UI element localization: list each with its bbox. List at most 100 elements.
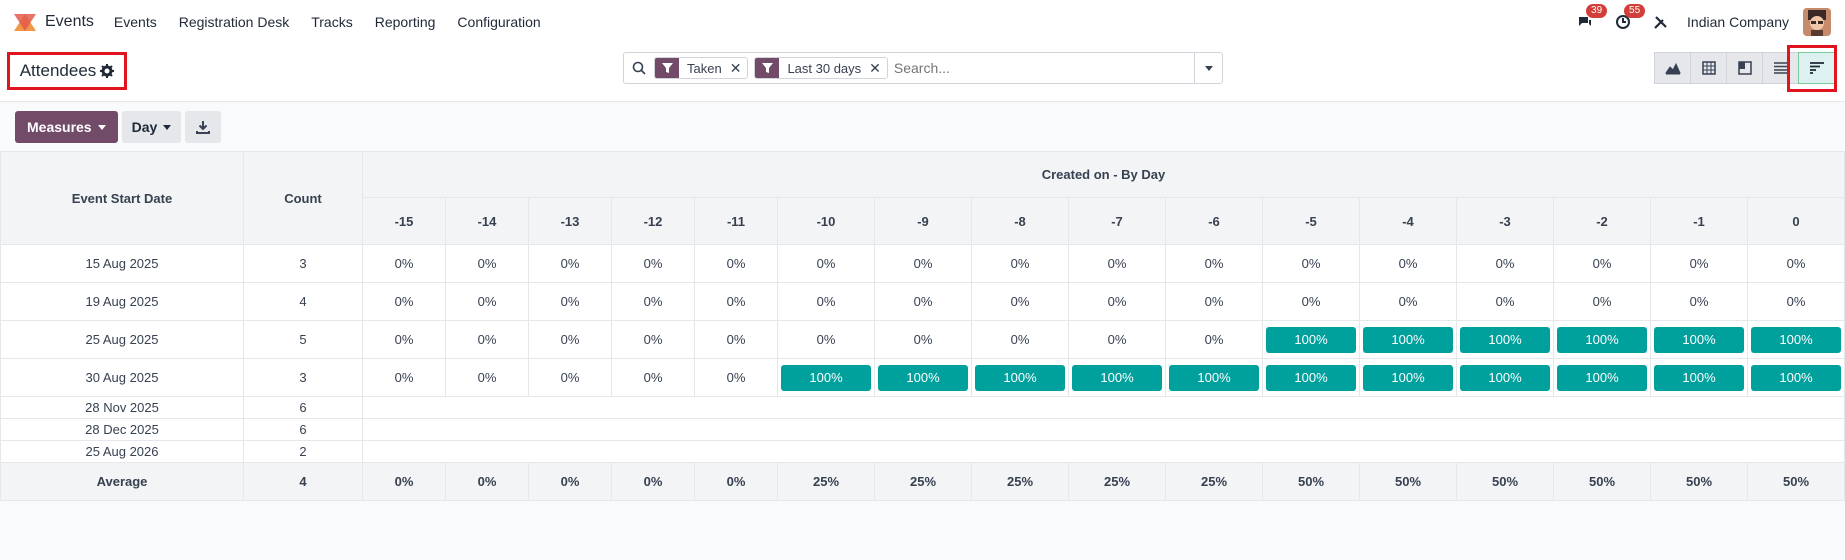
cohort-view-button[interactable] bbox=[1798, 52, 1835, 84]
cohort-table: Event Start Date Count Created on - By D… bbox=[0, 151, 1845, 501]
row-count: 6 bbox=[243, 418, 363, 441]
menu-tracks[interactable]: Tracks bbox=[311, 13, 353, 30]
cohort-cell[interactable]: 0% bbox=[971, 282, 1069, 321]
cohort-cell[interactable]: 100% bbox=[1359, 320, 1457, 359]
facet-last-30-days[interactable]: Last 30 days ✕ bbox=[754, 57, 888, 79]
cohort-cell[interactable]: 0% bbox=[1650, 282, 1748, 321]
kanban-view-button[interactable] bbox=[1726, 52, 1763, 84]
measures-button[interactable]: Measures bbox=[15, 111, 118, 143]
cohort-cell[interactable]: 0% bbox=[362, 244, 446, 283]
cohort-cell[interactable]: 0% bbox=[777, 244, 875, 283]
cohort-cell[interactable]: 0% bbox=[694, 320, 778, 359]
debug-tools-button[interactable] bbox=[1649, 10, 1673, 34]
cohort-cell-value: 100% bbox=[1072, 364, 1162, 391]
cohort-cell[interactable]: 0% bbox=[1747, 282, 1845, 321]
cohort-cell[interactable]: 0% bbox=[777, 320, 875, 359]
cohort-cell[interactable]: 0% bbox=[611, 282, 695, 321]
cohort-cell-value: 100% bbox=[1654, 364, 1744, 391]
cohort-cell[interactable]: 0% bbox=[1456, 282, 1554, 321]
facet-taken[interactable]: Taken ✕ bbox=[654, 57, 749, 79]
cohort-cell[interactable]: 0% bbox=[1747, 244, 1845, 283]
cohort-cell[interactable]: 0% bbox=[611, 358, 695, 397]
cohort-cell[interactable]: 0% bbox=[1650, 244, 1748, 283]
activities-button[interactable]: 55 bbox=[1611, 3, 1646, 34]
cohort-cell[interactable]: 0% bbox=[694, 244, 778, 283]
download-button[interactable] bbox=[185, 111, 222, 143]
cohort-cell[interactable]: 100% bbox=[777, 358, 875, 397]
cohort-cell[interactable]: 100% bbox=[971, 358, 1069, 397]
cohort-cell[interactable]: 0% bbox=[362, 282, 446, 321]
menu-configuration[interactable]: Configuration bbox=[457, 13, 541, 30]
cohort-cell[interactable]: 100% bbox=[1456, 320, 1554, 359]
cohort-cell[interactable]: 100% bbox=[1650, 320, 1748, 359]
cohort-cell[interactable]: 0% bbox=[1456, 244, 1554, 283]
cohort-cell[interactable]: 100% bbox=[1650, 358, 1748, 397]
cohort-cell[interactable]: 0% bbox=[528, 320, 612, 359]
pivot-view-button[interactable] bbox=[1690, 52, 1727, 84]
cohort-cell[interactable]: 0% bbox=[874, 282, 972, 321]
cohort-cell[interactable]: 100% bbox=[1068, 358, 1166, 397]
facet-remove-icon[interactable]: ✕ bbox=[729, 59, 742, 76]
graph-view-button[interactable] bbox=[1654, 52, 1691, 84]
menu-reporting[interactable]: Reporting bbox=[374, 13, 436, 30]
search-options-toggle[interactable] bbox=[1194, 53, 1222, 83]
cohort-cell[interactable]: 100% bbox=[1262, 358, 1360, 397]
cohort-cell[interactable]: 0% bbox=[971, 244, 1069, 283]
cohort-cell[interactable]: 0% bbox=[445, 320, 529, 359]
table-row[interactable]: 25 Aug 2025 5 0% 0% 0% 0% 0% 0% 0% 0% 0% 0% 100% 100%… bbox=[0, 320, 1845, 359]
cohort-cell[interactable]: 0% bbox=[362, 358, 446, 397]
menu-events[interactable]: Events bbox=[113, 13, 157, 30]
cohort-cell[interactable]: 100% bbox=[1553, 358, 1651, 397]
cohort-cell[interactable]: 0% bbox=[1262, 282, 1360, 321]
menu-registration-desk[interactable]: Registration Desk bbox=[178, 13, 290, 30]
cohort-cell[interactable]: 0% bbox=[445, 244, 529, 283]
cohort-cell[interactable]: 0% bbox=[445, 358, 529, 397]
messages-button[interactable]: 39 bbox=[1573, 3, 1608, 34]
cohort-cell[interactable]: 0% bbox=[528, 244, 612, 283]
cohort-cell[interactable]: 0% bbox=[1359, 282, 1457, 321]
cohort-cell[interactable]: 0% bbox=[1262, 244, 1360, 283]
cohort-cell[interactable]: 100% bbox=[874, 358, 972, 397]
table-row[interactable]: 19 Aug 2025 4 0% 0% 0% 0% 0% 0% 0% 0% 0% 0% 0% 0% 0% 0%… bbox=[0, 282, 1845, 321]
cohort-cell[interactable]: 0% bbox=[1068, 244, 1166, 283]
gear-icon[interactable] bbox=[100, 64, 115, 78]
cohort-cell[interactable]: 0% bbox=[874, 320, 972, 359]
cohort-cell[interactable]: 100% bbox=[1553, 320, 1651, 359]
app-brand[interactable]: Events bbox=[12, 11, 94, 33]
table-row[interactable]: 15 Aug 2025 3 0% 0% 0% 0% 0% 0% 0% 0% 0% 0% 0% 0% 0% 0%… bbox=[0, 244, 1845, 283]
cohort-cell[interactable]: 100% bbox=[1359, 358, 1457, 397]
table-row[interactable]: 25 Aug 2026 2 bbox=[0, 440, 1845, 463]
cohort-cell[interactable]: 0% bbox=[1359, 244, 1457, 283]
cohort-cell[interactable]: 100% bbox=[1747, 320, 1845, 359]
cohort-cell[interactable]: 0% bbox=[1165, 320, 1263, 359]
cohort-cell[interactable]: 100% bbox=[1165, 358, 1263, 397]
cohort-cell[interactable]: 0% bbox=[528, 282, 612, 321]
cohort-cell[interactable]: 0% bbox=[1553, 282, 1651, 321]
cohort-cell[interactable]: 0% bbox=[694, 358, 778, 397]
search-input[interactable] bbox=[893, 60, 1194, 76]
cohort-cell[interactable]: 0% bbox=[1165, 244, 1263, 283]
cohort-cell[interactable]: 0% bbox=[611, 244, 695, 283]
cohort-cell[interactable]: 100% bbox=[1747, 358, 1845, 397]
interval-dropdown[interactable]: Day bbox=[121, 111, 182, 143]
cohort-cell[interactable]: 0% bbox=[1068, 282, 1166, 321]
cohort-cell[interactable]: 0% bbox=[611, 320, 695, 359]
cohort-cell[interactable]: 0% bbox=[528, 358, 612, 397]
cohort-cell[interactable]: 0% bbox=[1165, 282, 1263, 321]
table-row[interactable]: 30 Aug 2025 3 0% 0% 0% 0% 0% 100% 100% 100% 100% 10… bbox=[0, 358, 1845, 397]
table-row[interactable]: 28 Dec 2025 6 bbox=[0, 418, 1845, 441]
facet-remove-icon[interactable]: ✕ bbox=[869, 59, 881, 76]
cohort-cell[interactable]: 0% bbox=[1068, 320, 1166, 359]
cohort-cell[interactable]: 0% bbox=[874, 244, 972, 283]
user-avatar[interactable] bbox=[1803, 7, 1831, 36]
table-row[interactable]: 28 Nov 2025 6 bbox=[0, 396, 1845, 419]
company-switcher[interactable]: Indian Company bbox=[1687, 13, 1789, 30]
cohort-cell[interactable]: 100% bbox=[1456, 358, 1554, 397]
cohort-cell[interactable]: 0% bbox=[777, 282, 875, 321]
cohort-cell[interactable]: 0% bbox=[694, 282, 778, 321]
cohort-cell[interactable]: 0% bbox=[1553, 244, 1651, 283]
cohort-cell[interactable]: 0% bbox=[362, 320, 446, 359]
cohort-cell[interactable]: 100% bbox=[1262, 320, 1360, 359]
cohort-cell[interactable]: 0% bbox=[971, 320, 1069, 359]
cohort-cell[interactable]: 0% bbox=[445, 282, 529, 321]
